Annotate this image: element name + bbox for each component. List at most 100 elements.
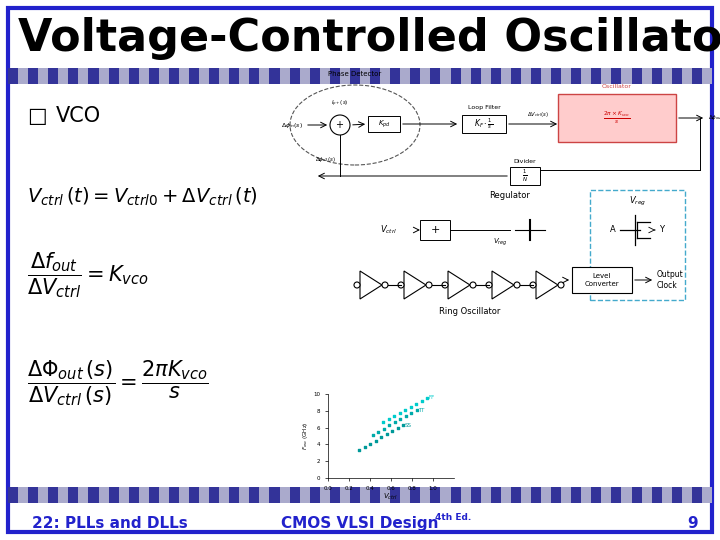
Text: $V_{ctrl}$: $V_{ctrl}$ (380, 224, 397, 237)
Bar (68, 68, 78, 84)
Text: Divider: Divider (513, 159, 536, 164)
Text: $\frac{1}{N}$: $\frac{1}{N}$ (522, 168, 528, 184)
Text: Output
Clock: Output Clock (657, 271, 684, 289)
Bar (510, 167, 540, 185)
Text: $I_{p+}(s)$: $I_{p+}(s)$ (331, 99, 348, 109)
Bar (259, 487, 269, 503)
Point (392, 424, 403, 433)
Bar (89, 487, 99, 503)
Bar (209, 68, 219, 84)
Bar (591, 487, 601, 503)
Text: $V_{reg}$: $V_{reg}$ (629, 195, 646, 208)
Bar (149, 68, 159, 84)
Point (411, 406, 423, 414)
Point (410, 400, 422, 408)
Bar (521, 68, 531, 84)
Circle shape (530, 282, 536, 288)
Bar (631, 487, 642, 503)
Bar (8, 68, 18, 84)
Circle shape (426, 282, 432, 288)
Bar (481, 68, 491, 84)
Bar (491, 68, 501, 84)
Text: 9: 9 (688, 516, 698, 531)
Text: VCO: VCO (55, 106, 101, 126)
Point (370, 436, 382, 445)
Bar (370, 487, 380, 503)
Bar (631, 68, 642, 84)
Bar (572, 267, 632, 293)
Bar (621, 68, 631, 84)
Y-axis label: $F_{osc}$ (GHz): $F_{osc}$ (GHz) (301, 422, 310, 450)
Bar (119, 68, 129, 84)
Bar (682, 68, 692, 84)
Bar (219, 487, 229, 503)
Bar (199, 487, 209, 503)
Bar (58, 487, 68, 503)
Bar (471, 68, 481, 84)
Bar (541, 487, 551, 503)
Bar (511, 68, 521, 84)
Circle shape (330, 115, 350, 135)
Text: TT: TT (418, 408, 425, 413)
Text: $\frac{2\pi \times K_{vco}}{s}$: $\frac{2\pi \times K_{vco}}{s}$ (603, 110, 631, 126)
Bar (229, 68, 239, 84)
Bar (451, 487, 461, 503)
Circle shape (354, 282, 360, 288)
Bar (28, 487, 38, 503)
Point (383, 415, 395, 423)
Text: $+$: $+$ (336, 119, 344, 131)
Bar (269, 487, 279, 503)
Bar (672, 68, 682, 84)
Circle shape (486, 282, 492, 288)
Point (354, 446, 365, 454)
Bar (390, 68, 400, 84)
Point (416, 396, 428, 405)
Bar (601, 68, 611, 84)
Circle shape (470, 282, 476, 288)
Bar (581, 487, 591, 503)
Bar (159, 487, 169, 503)
Text: 4th Ed.: 4th Ed. (435, 514, 472, 522)
Bar (320, 68, 330, 84)
Bar (169, 68, 179, 84)
Bar (340, 487, 350, 503)
Point (378, 424, 390, 433)
Bar (380, 487, 390, 503)
Circle shape (382, 282, 388, 288)
Bar (58, 68, 68, 84)
Text: 22: PLLs and DLLs: 22: PLLs and DLLs (32, 516, 187, 531)
Bar (611, 68, 621, 84)
Point (384, 421, 395, 430)
Bar (48, 487, 58, 503)
Bar (169, 487, 179, 503)
Bar (370, 68, 380, 84)
Bar (558, 94, 676, 142)
Bar (310, 487, 320, 503)
Bar (149, 487, 159, 503)
Bar (330, 68, 340, 84)
Bar (249, 487, 259, 503)
Bar (652, 487, 662, 503)
Bar (189, 487, 199, 503)
Point (372, 427, 384, 436)
Point (405, 402, 417, 411)
Bar (461, 487, 471, 503)
Point (389, 418, 400, 427)
Bar (410, 487, 420, 503)
Bar (652, 68, 662, 84)
Text: Y: Y (660, 226, 665, 234)
Bar (99, 487, 109, 503)
Bar (662, 487, 672, 503)
Bar (642, 487, 652, 503)
Point (405, 409, 417, 417)
Bar (662, 68, 672, 84)
Bar (471, 487, 481, 503)
Polygon shape (492, 271, 514, 299)
Text: Level
Converter: Level Converter (585, 273, 619, 287)
Point (387, 427, 398, 436)
Bar (119, 487, 129, 503)
Bar (279, 68, 289, 84)
Bar (501, 487, 511, 503)
Bar (380, 68, 390, 84)
Point (389, 411, 400, 420)
